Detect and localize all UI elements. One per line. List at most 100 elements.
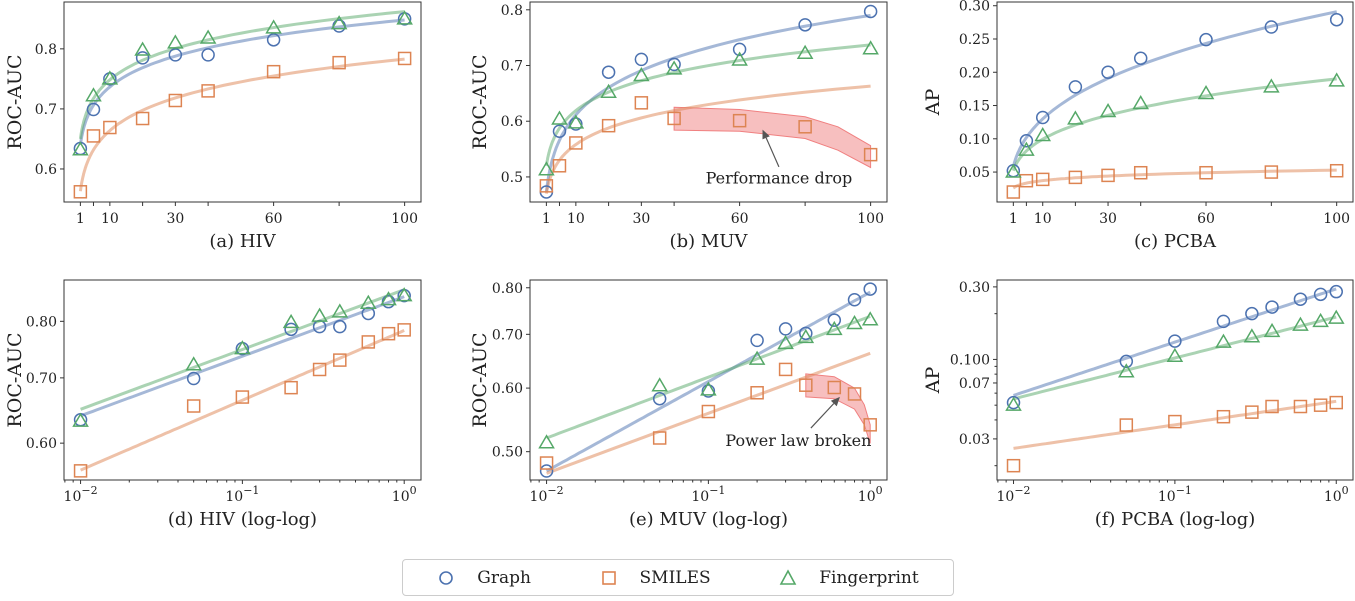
fit-line-smiles — [546, 351, 871, 475]
y-tick-label: 0.6 — [501, 114, 523, 130]
legend-label: SMILES — [639, 567, 711, 588]
point-fingerprint — [1067, 110, 1084, 125]
x-tick-label: 60 — [1197, 211, 1215, 227]
tick-exponent: −2 — [81, 484, 97, 497]
annotation-arrow-shaft — [765, 137, 780, 168]
plot-area — [1005, 284, 1345, 473]
point-smiles — [539, 179, 554, 193]
point-smiles — [827, 380, 842, 395]
y-tick-label: 0.60 — [26, 436, 57, 452]
y-tick-label: 0.30 — [959, 0, 990, 15]
point-smiles — [381, 326, 396, 341]
x-tick-label: 10−1 — [1158, 484, 1192, 505]
x-tick-label: 30 — [166, 211, 184, 227]
x-tick-label: 100 — [392, 484, 417, 505]
x-tick-label: 10−2 — [996, 484, 1030, 505]
point-graph — [799, 326, 813, 341]
point-fingerprint — [551, 110, 568, 125]
point-fingerprint — [700, 381, 717, 396]
y-tick-label: 0.30 — [959, 280, 990, 296]
y-tick-label: 0.6 — [35, 162, 57, 178]
point-fingerprint — [731, 51, 748, 66]
y-tick-label: 0.80 — [492, 281, 523, 297]
point-smiles — [539, 456, 554, 470]
point-fingerprint — [748, 350, 766, 365]
fit-line-fingerprint — [544, 43, 871, 167]
axes-frame — [996, 1, 1354, 203]
point-fingerprint — [234, 340, 251, 355]
point-graph — [1293, 292, 1308, 306]
point-graph — [1313, 287, 1328, 302]
point-graph — [750, 333, 764, 348]
point-smiles — [1006, 185, 1021, 199]
point-smiles — [634, 96, 649, 110]
x-tick-label: 100 — [1323, 211, 1350, 227]
point-fingerprint — [777, 334, 794, 350]
y-tick-label: 0.80 — [26, 314, 57, 330]
point-fingerprint — [1215, 333, 1232, 348]
point-graph — [778, 322, 793, 336]
point-graph — [847, 292, 862, 307]
y-axis-label: AP — [922, 367, 944, 395]
point-graph — [667, 57, 681, 72]
point-graph — [827, 313, 842, 327]
y-tick-label: 0.8 — [35, 42, 57, 58]
point-graph — [333, 319, 347, 334]
point-smiles — [332, 55, 346, 70]
fit-line-smiles — [78, 57, 405, 192]
point-smiles — [798, 120, 812, 134]
point-fingerprint — [797, 328, 815, 344]
point-fingerprint — [265, 19, 282, 34]
point-graph — [1168, 334, 1182, 348]
point-fingerprint — [538, 434, 555, 449]
legend-label: Fingerprint — [819, 567, 919, 588]
point-smiles — [1101, 168, 1115, 183]
x-tick-label: 60 — [731, 211, 749, 227]
tick-exponent: 0 — [410, 484, 417, 497]
point-smiles — [1216, 409, 1231, 424]
point-fingerprint — [1263, 78, 1280, 93]
annotation-text: Power law broken — [725, 431, 871, 450]
point-fingerprint — [359, 294, 377, 309]
y-tick-label: 0.7 — [501, 59, 523, 75]
panel-caption: (a) HIV — [209, 231, 276, 252]
point-smiles — [73, 185, 88, 199]
point-fingerprint — [85, 87, 102, 102]
annotation-text: Performance drop — [706, 169, 853, 188]
x-tick-label: 1 — [542, 211, 551, 227]
point-fingerprint — [1292, 316, 1309, 331]
point-smiles — [235, 390, 250, 404]
point-graph — [1329, 12, 1344, 27]
fit-line-fingerprint — [80, 288, 405, 411]
y-axis-label: ROC-AUC — [469, 332, 491, 427]
point-smiles — [86, 129, 101, 143]
circle-marker-icon — [439, 570, 454, 585]
point-graph — [266, 33, 281, 47]
tick-base: 10 — [691, 489, 709, 505]
point-smiles — [750, 386, 764, 400]
point-smiles — [397, 51, 412, 66]
tick-exponent: 0 — [876, 484, 883, 497]
point-fingerprint — [1034, 126, 1052, 142]
tick-base: 10 — [392, 489, 410, 505]
y-tick-label: 0.5 — [501, 170, 523, 186]
y-tick-label: 0.70 — [26, 371, 57, 387]
point-smiles — [186, 399, 201, 413]
legend-label: Graph — [477, 567, 531, 588]
x-tick-label: 1 — [1009, 211, 1018, 227]
tick-exponent: −1 — [709, 484, 725, 497]
panel-caption: (b) MUV — [670, 231, 749, 252]
plot-area — [72, 287, 413, 478]
point-fingerprint — [567, 114, 585, 129]
point-fingerprint — [846, 315, 863, 330]
x-tick-label: 10 — [567, 211, 585, 227]
point-fingerprint — [651, 377, 668, 392]
point-fingerprint — [199, 29, 217, 44]
y-tick-label: 0.15 — [959, 99, 990, 115]
legend: Graph SMILES Fingerprint — [402, 559, 954, 596]
point-fingerprint — [1327, 309, 1345, 324]
highlight-band — [805, 373, 871, 444]
tick-exponent: −2 — [1014, 484, 1030, 497]
y-tick-label: 0.03 — [959, 432, 990, 448]
axes-frame — [63, 1, 422, 203]
